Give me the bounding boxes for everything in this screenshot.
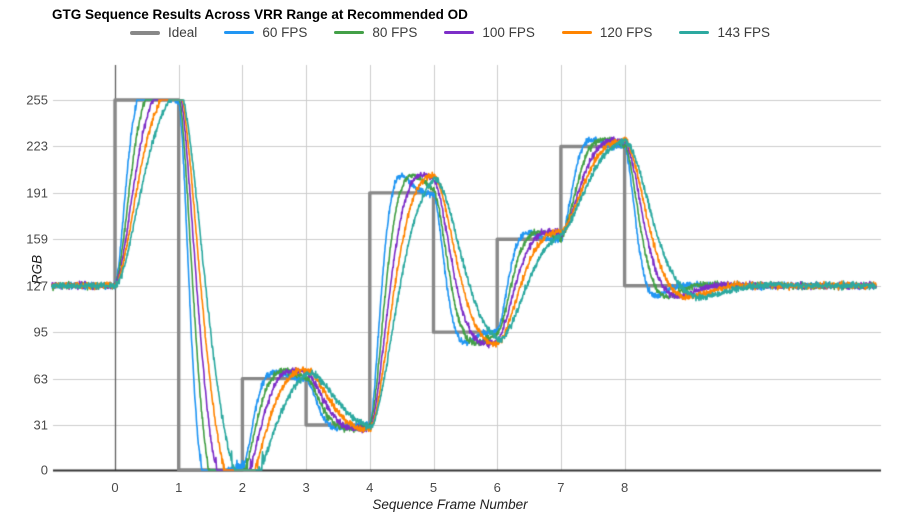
y-tick-label: 95 [33, 324, 48, 340]
legend-swatch-icon [444, 31, 475, 34]
y-axis-title: RGB [29, 254, 45, 285]
y-tick-label: 0 [40, 462, 48, 478]
x-tick-label: 3 [302, 480, 310, 495]
y-tick-label: 31 [33, 417, 48, 433]
legend-item-60-fps: 60 FPS [224, 25, 307, 40]
legend-item-143-fps: 143 FPS [679, 25, 770, 40]
x-tick-label: 6 [493, 480, 501, 495]
legend-item-120-fps: 120 FPS [561, 25, 653, 40]
y-tick-label: 159 [26, 231, 48, 247]
y-tick-label: 223 [26, 138, 48, 154]
legend: Ideal 60 FPS 80 FPS 100 FPS 120 FPS 143 FPS [0, 25, 900, 40]
chart-title: GTG Sequence Results Across VRR Range at… [52, 7, 468, 22]
legend-swatch-icon [224, 31, 255, 34]
x-tick-label: 0 [111, 480, 119, 495]
x-tick-label: 5 [429, 480, 438, 495]
legend-swatch-icon [130, 30, 161, 35]
x-tick-label: 8 [620, 480, 629, 495]
x-tick-label: 7 [557, 480, 565, 495]
y-tick-label: 191 [26, 185, 48, 201]
x-tick-label: 1 [175, 480, 183, 495]
legend-item-100-fps: 100 FPS [444, 25, 535, 40]
legend-label: 120 FPS [599, 25, 653, 40]
legend-swatch-icon [561, 31, 592, 34]
x-tick-label: 2 [238, 480, 247, 495]
y-tick-label: 127 [26, 278, 48, 294]
legend-label: 80 FPS [372, 25, 418, 40]
x-axis-title: Sequence Frame Number [372, 497, 528, 512]
legend-label: 143 FPS [717, 25, 770, 40]
y-tick-label: 255 [26, 92, 48, 108]
legend-label: 100 FPS [482, 25, 535, 40]
legend-item-ideal: Ideal [130, 25, 197, 40]
x-tick-label: 4 [366, 480, 374, 495]
legend-label: 60 FPS [262, 25, 308, 40]
legend-item-80-fps: 80 FPS [334, 25, 417, 40]
legend-swatch-icon [679, 31, 710, 34]
y-tick-label: 63 [33, 371, 48, 387]
legend-label: Ideal [168, 25, 198, 40]
legend-swatch-icon [334, 31, 365, 34]
